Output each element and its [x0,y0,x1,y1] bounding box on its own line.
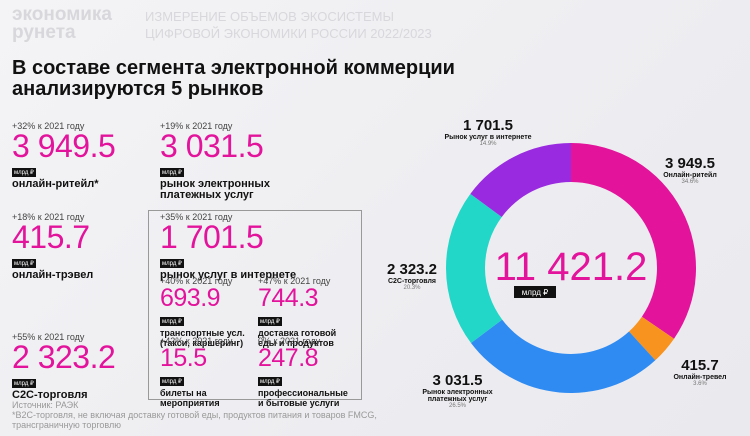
stat-change: +32% к 2021 году [12,121,85,131]
unit-tag: млрд ₽ [160,168,184,177]
unit-wrap: млрд ₽ [12,161,152,179]
footer-line: Источник: РАЭК [12,400,79,410]
stat: +42% к 2021 году 15.5 млрд ₽ билеты на меро… [160,336,255,408]
center-unit: млрд ₽ [522,288,548,297]
unit-wrap: млрд ₽ [160,370,255,388]
stat: +19% к 2021 году 3 031.5 млрд ₽ рынок элект… [160,121,300,201]
stat-value: 415.7 [12,219,90,255]
unit-wrap: млрд ₽ [160,310,255,328]
services-box [148,210,362,400]
unit-wrap: млрд ₽ [160,161,300,179]
donut-share: 3.6% [693,381,707,387]
donut-segment [470,143,571,217]
stat-change: +18% к 2021 году [12,212,85,222]
unit-tag: млрд ₽ [12,168,36,177]
stat-label: билеты на мероприятия [160,388,220,408]
stat-change: +47% к 2021 году [258,276,331,286]
stat-label: транспортные усл. (такси, каршеринг) [160,328,245,348]
stat: 0% к 2021 году 247.8 млрд ₽ профессиональны… [258,336,353,408]
title-line: В составе сегмента электронной коммерции [12,57,455,79]
stat-change: +40% к 2021 году [160,276,233,286]
footer: Источник: РАЭК *B2C-торговля, не включая … [12,400,377,430]
unit-tag: млрд ₽ [12,259,36,268]
donut-value: 3 949.5 [664,155,716,172]
unit-wrap: млрд ₽ [258,370,353,388]
donut-share: 34.6% [681,179,699,185]
stat-value: 2 323.2 [12,339,116,375]
logo: экономика рунета [12,4,113,43]
stat-value: 693.9 [160,284,221,312]
stat-value: 1 701.5 [160,219,264,255]
stat-label: рынок электронных платежных услуг [160,178,270,201]
stat-label: рынок услуг в интернете [160,269,297,281]
donut-segment [470,319,656,393]
unit-tag: млрд ₽ [160,377,184,386]
donut-value: 2 323.2 [386,261,438,278]
stat: +47% к 2021 году 744.3 млрд ₽ доставка гото… [258,276,353,348]
stat-change: 0% к 2021 году [258,336,321,346]
subtitle: ИЗМЕРЕНИЕ ОБЪЕМОВ ЭКОСИСТЕМЫ ЦИФРОВОЙ ЭКО… [145,8,432,42]
center-value: 11 421.2 [495,245,648,289]
center-unit-bg [514,286,556,298]
unit-wrap: млрд ₽ [12,372,152,390]
footer-line: *B2C-торговля, не включая доставку готов… [12,410,377,420]
stat-change: +35% к 2021 году [160,212,233,222]
unit-wrap: млрд ₽ [160,252,350,270]
title-line: анализируются 5 рынков [12,78,264,100]
donut-share: 20.3% [403,285,421,291]
stat-label: онлайн-ритейл* [12,178,99,190]
stat-value: 15.5 [160,344,207,372]
unit-tag: млрд ₽ [258,317,282,326]
donut-value: 3 031.5 [432,372,483,389]
donut-label: 2 323.2 С2С-торговля 20.3% [352,261,472,291]
donut-label: 1 701.5 Рынок услуг в интернете 14.9% [428,117,548,147]
stat: +35% к 2021 году 1 701.5 млрд ₽ рынок услуг… [160,212,350,281]
unit-tag: млрд ₽ [258,377,282,386]
footer-line: трансграничную торговлю [12,420,122,430]
donut-name: С2С-торговля [387,278,437,285]
donut-label: 3 031.5 Рынок электронных платежных услуг… [395,372,520,409]
stat-label: профессиональные и бытовые услуги [258,388,348,408]
stat: +40% к 2021 году 693.9 млрд ₽ транспортные … [160,276,255,348]
stat-change: +42% к 2021 году [160,336,233,346]
donut-value: 1 701.5 [462,117,514,134]
donut-name: Рынок услуг в интернете [444,134,532,141]
stat-change: +19% к 2021 году [160,121,233,131]
unit-tag: млрд ₽ [160,317,184,326]
donut-name: Онлайн-ритейл [663,172,717,179]
stat-value: 3 031.5 [160,128,264,164]
unit-tag: млрд ₽ [160,259,184,268]
donut-share: 14.9% [479,141,497,147]
donut-label: 415.7 Онлайн-тревел 3.6% [640,357,750,387]
unit-tag: млрд ₽ [12,379,36,388]
stat-value: 3 949.5 [12,128,116,164]
donut-segment [629,316,675,361]
unit-wrap: млрд ₽ [258,310,353,328]
title: В составе сегмента электронной коммерции… [12,58,455,100]
logo-line: рунета [12,22,76,43]
stat: +32% к 2021 году 3 949.5 млрд ₽ онлайн-рите… [12,121,152,190]
unit-wrap: млрд ₽ [12,252,152,270]
stat-label: онлайн-трэвел [12,269,94,281]
subtitle-line: ИЗМЕРЕНИЕ ОБЪЕМОВ ЭКОСИСТЕМЫ [145,9,394,24]
donut-name: Рынок электронных платежных услуг [422,389,493,403]
stat-value: 744.3 [258,284,319,312]
donut-value: 415.7 [681,357,719,374]
stat-change: +55% к 2021 году [12,332,85,342]
donut-segment [571,143,697,339]
donut-name: Онлайн-тревел [673,374,727,381]
logo-line: экономика [12,4,113,25]
stat-label: С2С-торговля [12,389,88,401]
subtitle-line: ЦИФРОВОЙ ЭКОНОМИКИ РОССИИ 2022/2023 [145,26,432,41]
stat-label: доставка готовой еды и продуктов [258,328,337,348]
stat: +55% к 2021 году 2 323.2 млрд ₽ С2С-торговл… [12,332,152,401]
stat-value: 247.8 [258,344,319,372]
donut-share: 26.5% [448,403,466,409]
stat: +18% к 2021 году 415.7 млрд ₽ онлайн-трэвел [12,212,152,281]
donut-segment [445,193,503,343]
donut-label: 3 949.5 Онлайн-ритейл 34.6% [630,155,750,185]
